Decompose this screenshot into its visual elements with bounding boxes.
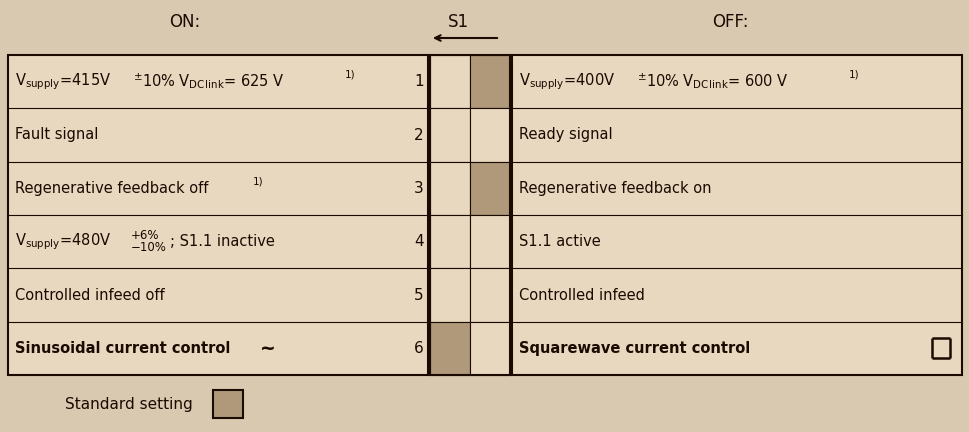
Text: ON:: ON: (170, 13, 201, 31)
Text: $\mathregular{V_{DC\,link}}$= 625 V: $\mathregular{V_{DC\,link}}$= 625 V (178, 72, 285, 91)
Bar (470, 162, 510, 215)
Text: $^{\pm}$10%: $^{\pm}$10% (133, 73, 175, 90)
Bar (470, 268, 510, 322)
Text: Controlled infeed: Controlled infeed (518, 288, 644, 302)
Text: Ready signal: Ready signal (518, 127, 612, 143)
Bar (429, 55, 470, 108)
Text: 3: 3 (414, 181, 423, 196)
Text: 4: 4 (414, 234, 423, 249)
Bar (470, 108, 510, 162)
Text: $\mathregular{V_{supply}}$=480V: $\mathregular{V_{supply}}$=480V (15, 232, 111, 252)
Bar (429, 55, 510, 375)
Text: OFF:: OFF: (711, 13, 747, 31)
Text: 6: 6 (414, 341, 423, 356)
Bar (213, 390, 243, 418)
Text: Sinusoidal current control: Sinusoidal current control (15, 341, 231, 356)
Text: Standard setting: Standard setting (65, 397, 193, 413)
Text: S1.1 active: S1.1 active (518, 234, 600, 249)
Bar (429, 268, 470, 322)
Text: +6%: +6% (131, 229, 159, 242)
Bar (470, 55, 510, 108)
Text: 1): 1) (848, 70, 859, 79)
Text: $^{\pm}$10%: $^{\pm}$10% (637, 73, 679, 90)
Text: Regenerative feedback off: Regenerative feedback off (15, 181, 213, 196)
Text: Fault signal: Fault signal (15, 127, 98, 143)
Bar (470, 322, 510, 375)
Text: S1: S1 (447, 13, 468, 31)
Text: $\mathregular{V_{supply}}$=415V: $\mathregular{V_{supply}}$=415V (15, 71, 111, 92)
Bar (429, 162, 470, 215)
Text: $\mathregular{V_{supply}}$=400V: $\mathregular{V_{supply}}$=400V (518, 71, 614, 92)
Text: Regenerative feedback on: Regenerative feedback on (518, 181, 711, 196)
Text: 1: 1 (414, 74, 423, 89)
Text: $\mathregular{V_{DC\,link}}$= 600 V: $\mathregular{V_{DC\,link}}$= 600 V (681, 72, 788, 91)
Bar (429, 215, 470, 268)
Text: −10%: −10% (131, 241, 167, 254)
Bar (470, 215, 510, 268)
Text: 1): 1) (345, 70, 356, 79)
Text: 5: 5 (414, 288, 423, 302)
Bar (429, 108, 470, 162)
Text: Squarewave current control: Squarewave current control (518, 341, 749, 356)
Bar (429, 322, 470, 375)
Text: ; S1.1 inactive: ; S1.1 inactive (170, 234, 274, 249)
Text: Controlled infeed off: Controlled infeed off (15, 288, 165, 302)
Bar (8, 55, 427, 375)
Text: ~: ~ (260, 339, 275, 358)
Text: 1): 1) (253, 176, 264, 186)
Bar (512, 55, 961, 375)
Text: 2: 2 (414, 127, 423, 143)
